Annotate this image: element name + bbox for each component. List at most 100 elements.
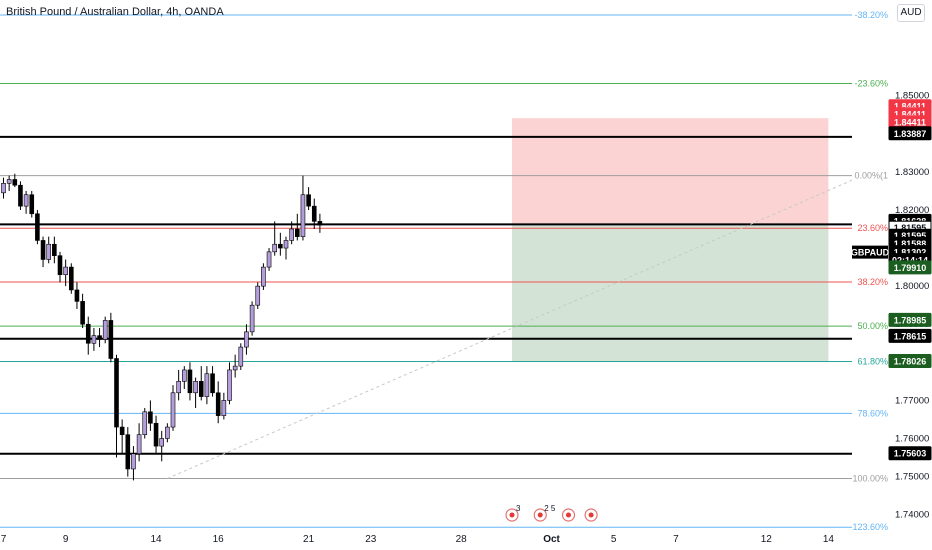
candle-body xyxy=(114,358,119,428)
symbol-tag xyxy=(852,245,888,259)
position-zones xyxy=(512,118,829,362)
fib-label: 0.00%(1 xyxy=(854,171,888,181)
fib-label: -38.20% xyxy=(854,10,888,20)
candle-body xyxy=(91,335,97,344)
price-tag-text: 1.75603 xyxy=(894,449,927,459)
candle-body xyxy=(102,320,108,340)
candle-body xyxy=(153,422,159,447)
candle-body xyxy=(40,240,46,260)
candle-body xyxy=(69,266,74,291)
time-tick: 21 xyxy=(303,534,315,545)
time-tick: 12 xyxy=(761,534,773,545)
candle-body xyxy=(136,434,142,455)
candle-body xyxy=(170,392,176,428)
candle-body xyxy=(63,266,68,276)
price-tag-text: 1.84411 xyxy=(894,118,926,128)
candle-body xyxy=(35,213,40,241)
fib-label: 123.60% xyxy=(852,522,888,532)
price-tag xyxy=(888,446,932,461)
price-tick: 1.74000 xyxy=(895,510,929,521)
candle-body xyxy=(159,438,164,447)
event-flag-dot xyxy=(588,512,594,518)
candle-body xyxy=(125,434,131,470)
event-flag-dot xyxy=(537,512,543,518)
candle-body xyxy=(74,289,80,302)
price-tag-text: 1.78615 xyxy=(894,331,927,341)
candle-body xyxy=(278,243,283,249)
candle-body xyxy=(204,373,210,397)
candle-body xyxy=(187,369,193,394)
candle-body xyxy=(1,183,6,194)
candle-body xyxy=(23,194,29,207)
candle-body xyxy=(148,411,153,424)
price-tick: 1.75000 xyxy=(895,472,929,483)
price-tag xyxy=(888,260,932,275)
price-tag xyxy=(888,354,932,369)
currency-button[interactable]: AUD xyxy=(897,4,925,22)
time-tick: 23 xyxy=(365,534,377,545)
fib-label: 78.60% xyxy=(857,408,888,418)
event-count: 3 xyxy=(516,504,521,513)
price-tag-text: 1.81595 xyxy=(894,223,927,233)
candles xyxy=(1,173,323,481)
price-tag-text: 1.84411 xyxy=(894,102,926,112)
take-profit-step xyxy=(608,281,716,325)
candle-body xyxy=(142,411,148,435)
event-count: 2 5 xyxy=(544,504,556,513)
candle-body xyxy=(85,323,91,344)
candle-body xyxy=(165,426,170,439)
candle-body xyxy=(227,369,232,401)
candle-body xyxy=(57,255,63,276)
candle-body xyxy=(108,320,114,359)
price-tick: 1.77000 xyxy=(895,395,929,406)
time-tick: 14 xyxy=(150,534,162,545)
candle-body xyxy=(244,331,249,348)
trend-line-dashed xyxy=(167,175,863,479)
candle-body xyxy=(294,228,300,237)
fibonacci-levels xyxy=(0,14,856,528)
candle-body xyxy=(52,243,57,256)
candle-body xyxy=(198,381,204,397)
candle-body xyxy=(221,400,227,416)
price-tag-text: 1.81588 xyxy=(894,239,927,249)
fib-level-labels: -38.20% -23.60% 0.00%(1 23.60% 38.20% 50.00% 6… xyxy=(852,10,888,532)
candle-body xyxy=(12,179,18,186)
price-tag-text: 1.83887 xyxy=(894,129,927,139)
price-tag-text: 1.84411 xyxy=(894,110,926,120)
time-tick: 7 xyxy=(1,534,7,545)
time-tick: 5 xyxy=(611,534,617,545)
candle-body xyxy=(29,194,35,215)
candle-body xyxy=(97,335,102,340)
time-tick: Oct xyxy=(543,534,560,545)
event-flag-dot xyxy=(566,512,571,518)
candle-body xyxy=(255,285,261,306)
time-tick: 28 xyxy=(456,534,468,545)
price-tag-text: 1.78985 xyxy=(894,315,927,325)
fib-label: 100.00% xyxy=(852,473,888,483)
candle-body xyxy=(261,266,266,287)
price-tag-text: 1.81302 xyxy=(894,248,927,258)
time-axis: 7 9 14 16 21 23 28 Oct 5 7 12 14 xyxy=(1,534,835,545)
candle-body xyxy=(289,228,294,241)
time-tick: 7 xyxy=(673,534,679,545)
take-profit-step xyxy=(715,324,829,362)
candle-body xyxy=(283,240,289,249)
trend-line xyxy=(167,175,863,479)
price-labels: 1.844111.844111.844111.838871.816281.815… xyxy=(851,99,932,461)
candle-body xyxy=(119,426,125,435)
candle-body xyxy=(46,243,52,260)
candle-body xyxy=(182,369,187,382)
fib-label: -23.60% xyxy=(854,79,888,89)
price-tag-text: 1.79910 xyxy=(894,263,927,273)
price-tick: 1.82000 xyxy=(895,205,929,216)
price-tag-text: 1.78026 xyxy=(894,357,927,367)
fib-label: 38.20% xyxy=(857,277,888,287)
price-tag xyxy=(888,312,932,327)
candle-body xyxy=(176,381,181,394)
candle-body xyxy=(6,179,12,184)
price-tick: 1.76000 xyxy=(895,433,929,444)
candle-body xyxy=(215,392,221,416)
price-tick: 1.85000 xyxy=(895,91,929,102)
candle-body xyxy=(80,301,85,325)
candle-body xyxy=(300,194,306,237)
